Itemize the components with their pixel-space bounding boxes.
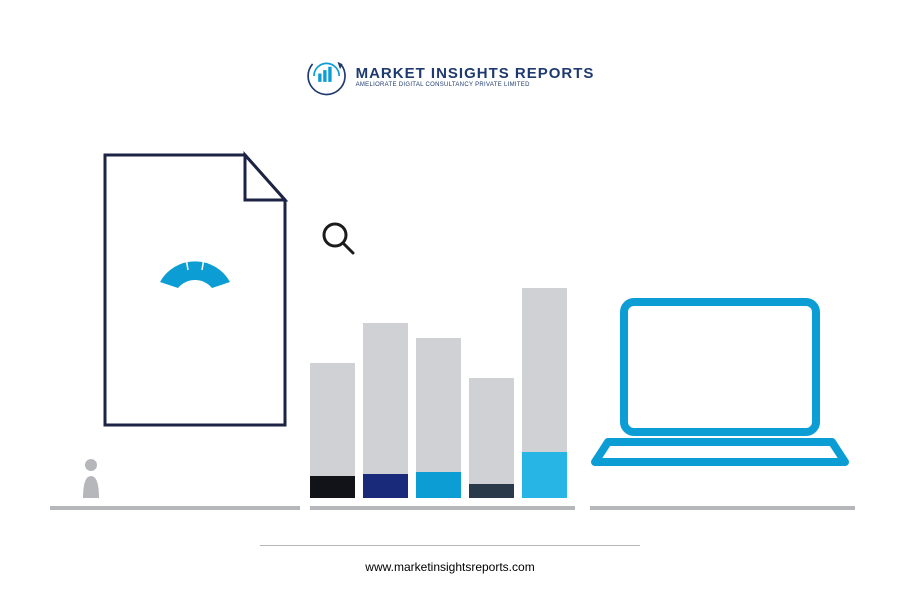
document-baseline [50,506,300,510]
logo-mark-icon [306,55,348,97]
bar-top [310,363,355,476]
magnifier-icon [320,220,356,256]
bars-container [310,258,570,498]
infographic-row [50,150,850,510]
bar-4 [469,378,514,498]
footer-url: www.marketinsightsreports.com [365,560,534,574]
person-icon [80,458,102,498]
footer-divider [260,545,640,546]
bar-top [522,288,567,452]
bar-5 [522,288,567,498]
brand-logo: MARKET INSIGHTS REPORTS AMELIORATE DIGIT… [306,55,595,97]
bar-2 [363,323,408,498]
bar-bottom [310,476,355,498]
gauge-icon [150,240,240,290]
laptop-panel [590,290,850,510]
bar-1 [310,363,355,498]
document-icon [100,150,290,430]
bar-top [469,378,514,484]
bar-top [363,323,408,474]
bar-3 [416,338,461,498]
laptop-icon [590,290,850,470]
document-panel [50,150,290,510]
logo-subtitle: AMELIORATE DIGITAL CONSULTANCY PRIVATE L… [356,82,595,88]
chart-baseline [310,506,575,510]
bar-bottom [363,474,408,498]
bar-bottom [522,452,567,498]
logo-text: MARKET INSIGHTS REPORTS AMELIORATE DIGIT… [356,65,595,88]
bar-chart [310,230,570,510]
bar-bottom [416,472,461,498]
laptop-baseline [590,506,855,510]
bar-top [416,338,461,472]
logo-title: MARKET INSIGHTS REPORTS [356,65,595,82]
bar-bottom [469,484,514,498]
